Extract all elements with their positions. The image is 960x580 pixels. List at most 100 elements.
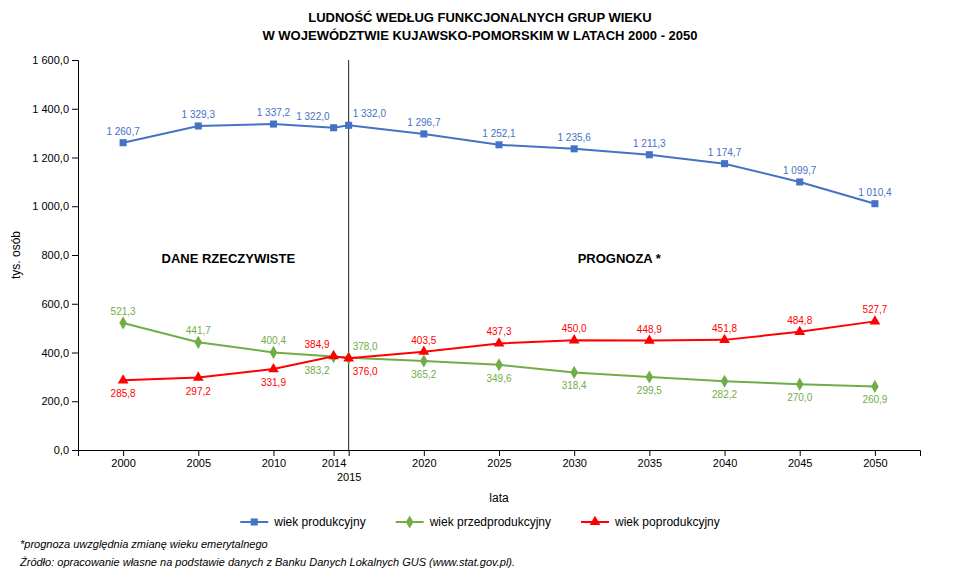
series-marker <box>494 337 505 346</box>
tick-label: 2014 <box>322 457 346 469</box>
legend-marker <box>406 515 414 528</box>
legend-item: wiek przedprodukcyjny <box>396 515 551 529</box>
data-label: 282,2 <box>712 389 737 400</box>
tick-mark <box>72 158 78 159</box>
tick-mark <box>123 450 124 456</box>
data-labels: 1 260,71 329,31 337,21 322,01 332,01 296… <box>106 107 892 405</box>
data-label: 400,4 <box>261 335 286 346</box>
series-marker <box>194 336 202 349</box>
tick-label: 400,0 <box>41 347 69 359</box>
series-marker <box>119 316 127 329</box>
data-label: 450,0 <box>562 323 587 334</box>
data-label: 1 329,3 <box>182 109 216 120</box>
y-axis-title: tys. osób <box>9 231 23 279</box>
tick-label: 2045 <box>788 457 812 469</box>
series-marker <box>418 345 429 354</box>
tick-label: 2035 <box>638 457 662 469</box>
tick-mark <box>72 109 78 110</box>
tick-label: 2015 <box>337 471 361 483</box>
series-marker <box>719 334 730 343</box>
data-label: 437,3 <box>486 326 511 337</box>
data-label: 297,2 <box>186 386 211 397</box>
title: LUDNOŚĆ WEDŁUG FUNKCJONALNYCH GRUP WIEKU <box>308 10 652 25</box>
data-label: 403,5 <box>411 335 436 346</box>
tick-label: 2030 <box>562 457 586 469</box>
series-marker <box>646 151 653 158</box>
tick-mark <box>72 60 78 61</box>
tick-mark <box>574 450 575 456</box>
data-label: 1 252,1 <box>482 128 516 139</box>
y-tick: 600,0 <box>41 298 78 310</box>
series-marker <box>270 121 277 128</box>
data-label: 1 235,6 <box>557 132 591 143</box>
tick-mark <box>72 450 78 451</box>
data-label: 1 332,0 <box>353 108 387 119</box>
data-label: 1 099,7 <box>783 165 817 176</box>
tick-mark <box>725 450 726 456</box>
series-marker <box>193 371 204 380</box>
data-label: 1 260,7 <box>106 126 140 137</box>
tick-mark <box>72 401 78 402</box>
y-tick: 1 400,0 <box>32 103 78 115</box>
x-tick: 2020 <box>412 450 436 469</box>
series-marker <box>569 334 580 343</box>
divider-line <box>348 60 349 450</box>
subtitle: W WOJEWÓDZTWIE KUJAWSKO-POMORSKIM W LATA… <box>262 28 697 43</box>
data-label: 1 322,0 <box>296 111 330 122</box>
x-tick: 2000 <box>111 450 135 469</box>
tick-mark <box>875 450 876 456</box>
data-label: 378,0 <box>353 341 378 352</box>
series-marker <box>721 375 729 388</box>
y-tick: 800,0 <box>41 249 78 261</box>
footnote: Źródło: opracowanie własne na podstawie … <box>19 556 515 568</box>
data-label: 441,7 <box>186 325 211 336</box>
series-marker <box>195 122 202 129</box>
series-marker <box>345 122 352 129</box>
tick-label: 2040 <box>713 457 737 469</box>
tick-label: 1 200,0 <box>32 152 69 164</box>
legend-item: wiek poprodukcyjny <box>581 515 720 529</box>
x-tick: 2005 <box>187 450 211 469</box>
x-tick: 2025 <box>487 450 511 469</box>
tick-mark <box>273 450 274 456</box>
x-axis-title: lata <box>489 491 509 505</box>
legend-label: wiek produkcyjny <box>273 515 365 529</box>
series-marker <box>796 178 803 185</box>
data-label: 331,9 <box>261 377 286 388</box>
data-label: 1 296,7 <box>407 117 441 128</box>
data-label: 260,9 <box>862 394 887 405</box>
data-label: 527,7 <box>862 304 887 315</box>
data-label: 484,8 <box>787 315 812 326</box>
annotation: DANE RZECZYWISTE <box>162 251 296 266</box>
data-label: 384,9 <box>305 339 330 350</box>
series-marker <box>330 124 337 131</box>
series-marker <box>268 363 279 372</box>
series-line <box>123 124 875 204</box>
data-label: 299,5 <box>637 385 662 396</box>
y-tick: 1 600,0 <box>32 54 78 66</box>
legend-label: wiek przedprodukcyjny <box>429 515 551 529</box>
axis-line <box>72 61 79 451</box>
tick-mark <box>72 206 78 207</box>
data-label: 349,6 <box>486 373 511 384</box>
data-label: 1 010,4 <box>858 187 892 198</box>
tick-mark <box>72 255 78 256</box>
series-marker <box>270 346 278 359</box>
x-tick: 2050 <box>863 450 887 469</box>
tick-mark <box>72 304 78 305</box>
x-tick: 2040 <box>713 450 737 469</box>
tick-label: 2010 <box>262 457 286 469</box>
legend-marker <box>590 516 601 525</box>
tick-mark <box>424 450 425 456</box>
series-marker <box>420 130 427 137</box>
data-label: 1 211,3 <box>633 138 666 149</box>
legend-item: wiek produkcyjny <box>240 515 365 529</box>
series-line <box>123 321 875 380</box>
tick-label: 2050 <box>863 457 887 469</box>
tick-mark <box>649 450 650 456</box>
x-tick: 2035 <box>638 450 662 469</box>
series-marker <box>871 380 879 393</box>
series-line <box>123 323 875 386</box>
tick-mark <box>499 450 500 456</box>
plot-area <box>118 60 881 450</box>
